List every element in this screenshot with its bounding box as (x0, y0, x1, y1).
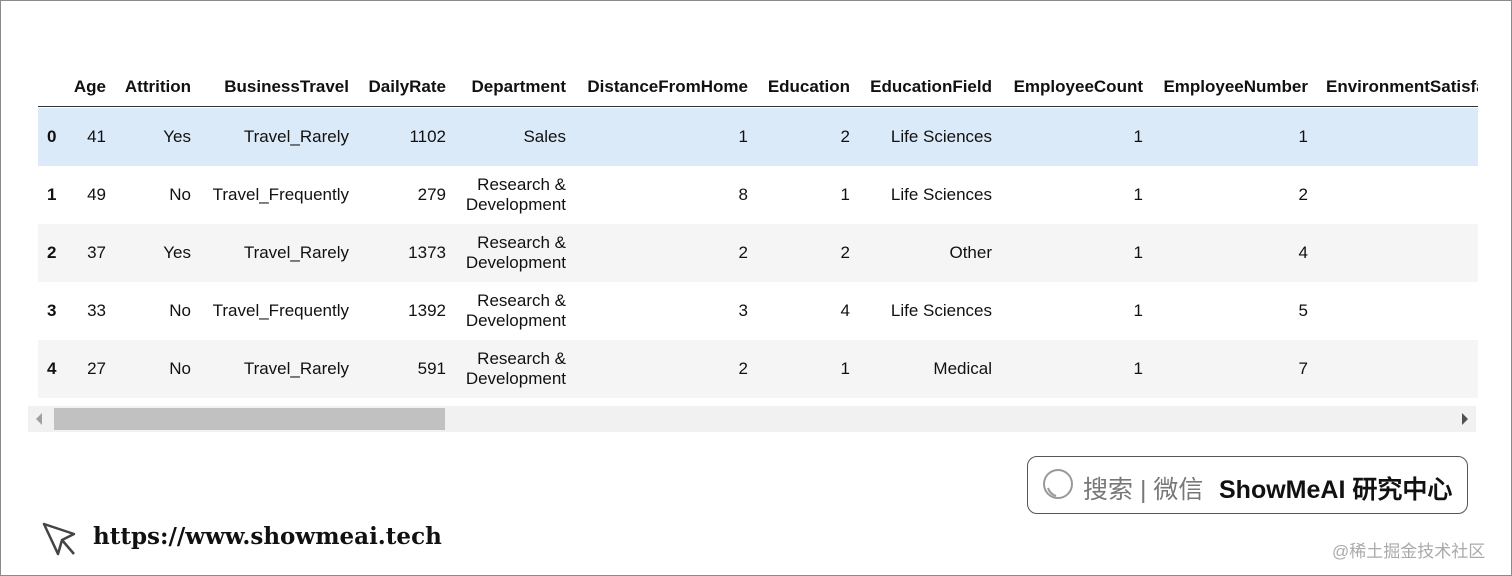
table-cell: 1373 (408, 243, 446, 262)
table-cell: 1 (840, 359, 850, 378)
table-cell: 1392 (408, 301, 446, 320)
table-row (38, 282, 1478, 340)
table-cell: 8 (738, 185, 748, 204)
table-cell: 33 (87, 301, 106, 320)
table-cell: Travel_Rarely (243, 127, 349, 146)
table-cell: Research & Development (465, 349, 566, 388)
row-index: 0 (47, 127, 57, 146)
search-icon (1043, 469, 1073, 499)
table-cell: 27 (87, 359, 106, 378)
row-index: 1 (47, 185, 57, 204)
table-cell: 4 (1298, 243, 1308, 262)
table-cell: 2 (738, 243, 748, 262)
table-cell: 279 (417, 185, 446, 204)
column-header: Department (471, 77, 566, 96)
table-cell: Life Sciences (890, 127, 992, 146)
table-cell: 1 (1133, 185, 1143, 204)
table-cell: Medical (933, 359, 992, 378)
search-box[interactable] (1027, 456, 1468, 514)
table-cell: 2 (840, 127, 850, 146)
table-cell: 1 (1133, 359, 1143, 378)
column-header: EmployeeCount (1013, 77, 1143, 96)
table-cell: No (169, 359, 191, 378)
table-cell: Life Sciences (890, 301, 992, 320)
row-index: 2 (47, 243, 57, 262)
table-cell: 37 (87, 243, 106, 262)
table-row (38, 108, 1478, 166)
table-cell: Yes (163, 243, 191, 262)
table-cell: 2 (840, 243, 850, 262)
column-header: Age (73, 77, 106, 96)
table-cell: 49 (87, 185, 106, 204)
table-cell: 41 (87, 127, 106, 146)
table-cell: Other (949, 243, 992, 262)
table-cell: 1 (738, 127, 748, 146)
table-cell: 4 (840, 301, 850, 320)
table-cell: 2 (738, 359, 748, 378)
table-row (38, 224, 1478, 282)
table-cell: 1 (1133, 127, 1143, 146)
table-cell: No (169, 301, 191, 320)
search-hint: 搜索 | 微信 (1083, 476, 1204, 504)
column-header: Education (767, 77, 850, 96)
column-header: EducationField (870, 77, 992, 96)
table-cell: Yes (163, 127, 191, 146)
table-cell: Research & Development (465, 175, 566, 214)
cursor-icon (42, 522, 76, 556)
column-header: EnvironmentSatisfaction (1326, 77, 1478, 96)
table-cell: 3 (738, 301, 748, 320)
table-cell: Sales (523, 127, 566, 146)
header-rule (38, 106, 1478, 107)
table-cell: Travel_Rarely (243, 243, 349, 262)
table-cell: Travel_Frequently (212, 301, 349, 320)
table-cell: Research & Development (465, 291, 566, 330)
scroll-arrows[interactable] (28, 406, 1476, 432)
column-header: DistanceFromHome (587, 77, 748, 96)
scrollbar-thumb[interactable] (54, 408, 445, 430)
table-cell: 7 (1298, 359, 1308, 378)
table-cell: 1 (1133, 301, 1143, 320)
table-cell: No (169, 185, 191, 204)
search-brand: ShowMeAI 研究中心 (1219, 476, 1453, 504)
table-cell: 1 (1133, 243, 1143, 262)
table-cell: 591 (417, 359, 446, 378)
dataframe-table: Age Attrition BusinessTravel DailyRate Depar… (28, 60, 1478, 400)
table-cell: Research & Development (465, 233, 566, 272)
site-url[interactable]: https://www.showmeai.tech (93, 523, 442, 550)
table-cell: Life Sciences (890, 185, 992, 204)
table-cell: 1 (840, 185, 850, 204)
table-cell: Travel_Rarely (243, 359, 349, 378)
column-header: DailyRate (368, 77, 446, 96)
table-row (38, 166, 1478, 224)
row-index: 3 (47, 301, 57, 320)
column-header: BusinessTravel (224, 77, 349, 96)
table-cell: 5 (1298, 301, 1308, 320)
table-cell: 1 (1298, 127, 1308, 146)
table-cell: 1102 (409, 127, 446, 146)
table-row (38, 340, 1478, 398)
row-index: 4 (47, 359, 57, 378)
watermark: @稀土掘金技术社区 (1332, 542, 1486, 561)
table-cell: 2 (1298, 185, 1308, 204)
table-cell: Travel_Frequently (212, 185, 349, 204)
column-header: Attrition (124, 77, 191, 96)
column-header: EmployeeNumber (1163, 77, 1308, 96)
